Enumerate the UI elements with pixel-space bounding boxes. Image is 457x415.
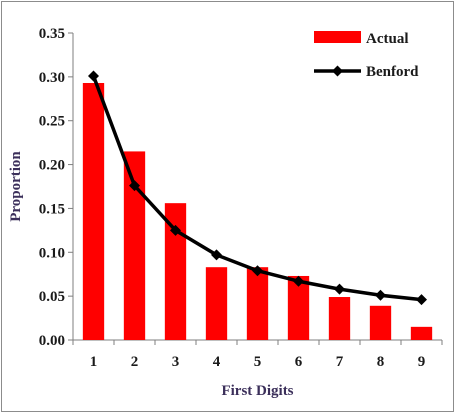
y-tick-label: 0.30 bbox=[39, 70, 65, 86]
y-tick-label: 0.15 bbox=[39, 201, 65, 217]
x-tick-label: 7 bbox=[336, 354, 344, 370]
x-tick-label: 8 bbox=[377, 354, 385, 370]
benford-point-8 bbox=[375, 289, 386, 301]
legend-label-actual: Actual bbox=[366, 31, 409, 47]
y-tick-label: 0.35 bbox=[39, 26, 65, 42]
x-tick-label: 5 bbox=[254, 354, 262, 370]
bar-actual-9 bbox=[410, 326, 433, 340]
benford-point-7 bbox=[334, 283, 345, 295]
bar-actual-4 bbox=[205, 267, 228, 340]
x-tick-label: 9 bbox=[418, 354, 426, 370]
legend: Actual Benford bbox=[314, 31, 419, 80]
y-axis-title: Proportion bbox=[8, 151, 24, 222]
bar-actual-5 bbox=[246, 267, 269, 340]
legend-swatch-actual bbox=[314, 31, 361, 43]
x-tick-label: 3 bbox=[172, 354, 180, 370]
bar-actual-6 bbox=[287, 275, 310, 340]
y-tick-label: 0.20 bbox=[39, 158, 65, 174]
benford-point-5 bbox=[252, 265, 263, 277]
benford-line bbox=[88, 70, 427, 306]
bar-actual-7 bbox=[328, 297, 351, 340]
x-tick-label: 6 bbox=[295, 354, 303, 370]
x-axis-title: First Digits bbox=[221, 383, 293, 399]
legend-label-benford: Benford bbox=[366, 64, 419, 80]
legend-marker-benford bbox=[332, 65, 343, 77]
bar-actual-1 bbox=[82, 82, 105, 341]
bar-actual-3 bbox=[164, 203, 187, 340]
benford-point-1 bbox=[88, 70, 99, 82]
y-tick-label: 0.25 bbox=[39, 114, 65, 130]
y-tick-labels: 0.00 0.05 0.10 0.15 0.20 0.25 0.30 0.35 bbox=[39, 26, 73, 349]
x-tick-label: 1 bbox=[90, 354, 98, 370]
benford-point-9 bbox=[416, 294, 427, 306]
benford-point-2 bbox=[129, 180, 140, 192]
benford-point-4 bbox=[211, 249, 222, 261]
x-tick-label: 4 bbox=[213, 354, 221, 370]
x-tick-label: 2 bbox=[131, 354, 139, 370]
bar-actual-8 bbox=[369, 305, 392, 340]
actual-bars bbox=[82, 82, 433, 341]
bar-actual-2 bbox=[123, 151, 146, 340]
benford-point-3 bbox=[170, 224, 181, 236]
y-tick-label: 0.10 bbox=[39, 245, 65, 261]
x-tick-labels: 1 2 3 4 5 6 7 8 9 bbox=[72, 340, 443, 370]
y-tick-label: 0.05 bbox=[39, 289, 65, 305]
y-tick-label: 0.00 bbox=[39, 333, 65, 349]
benford-point-6 bbox=[293, 275, 304, 287]
